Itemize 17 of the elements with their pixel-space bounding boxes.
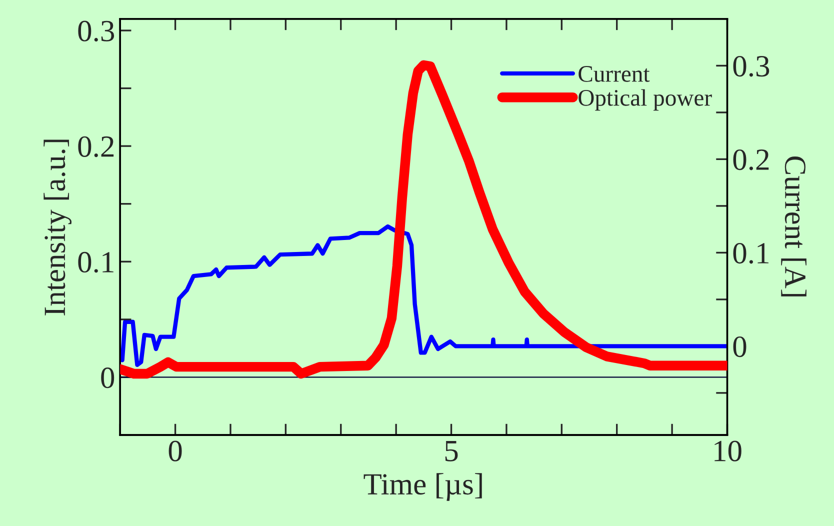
x-axis-title: Time [µs] (364, 473, 482, 501)
y-axis-title: Intensity [a.u.] (44, 140, 72, 316)
x-tick-label: 10 (714, 440, 742, 462)
y2-axis-title: Current [A] (781, 156, 806, 296)
y2-tick-label: 0.1 (733, 242, 768, 264)
y-tick-label: 0.3 (78, 20, 114, 42)
y2-tick-label: 0 (733, 336, 746, 358)
legend-label: Current (578, 66, 650, 82)
y-tick-label: 0 (101, 367, 114, 388)
x-tick-label: 5 (445, 441, 458, 462)
y2-tick-label: 0.2 (733, 149, 769, 170)
y-tick-label: 0.1 (78, 252, 114, 273)
y2-tick-label: 0.3 (733, 56, 770, 77)
legend-label: Optical power (578, 89, 712, 111)
x-tick-label: 0 (168, 440, 182, 462)
line-series (120, 224, 728, 367)
y-tick-label: 0.2 (78, 136, 114, 158)
